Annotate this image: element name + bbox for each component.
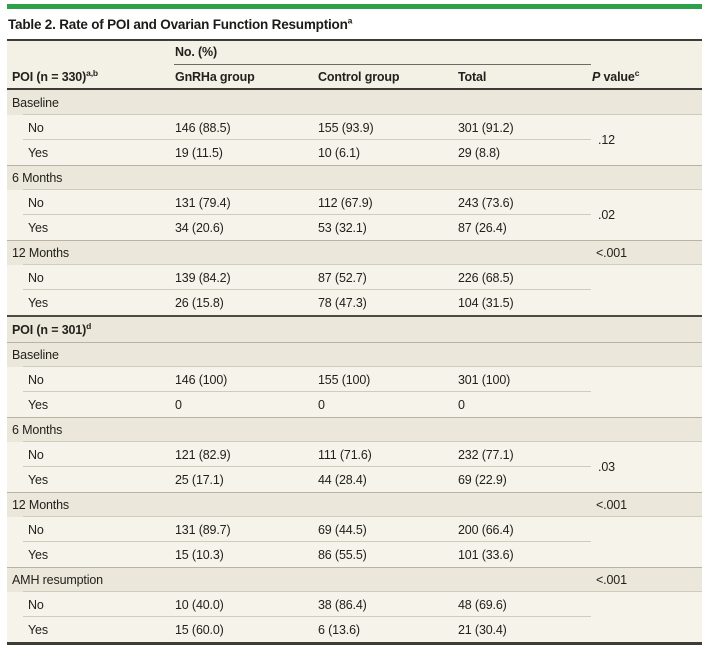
row-pair: No 131 (79.4) 112 (67.9) 243 (73.6) Yes … [7, 190, 702, 240]
pvalue-cell: <.001 [596, 246, 627, 260]
journal-table: Table 2. Rate of POI and Ovarian Functio… [7, 4, 702, 645]
pvalue-spanning-cell: .12 [598, 133, 615, 147]
table-row: Yes 34 (20.6) 53 (32.1) 87 (26.4) [28, 220, 507, 235]
stub-footnote-mark: a,b [86, 67, 98, 78]
section-header-row: 12 Months <.001 [7, 240, 702, 265]
table-row: Yes 25 (17.1) 44 (28.4) 69 (22.9) [28, 472, 507, 487]
column-header-pvalue: P valuec [592, 67, 640, 84]
table-title: Table 2. Rate of POI and Ovarian Functio… [7, 9, 702, 39]
section-12months-301: 12 Months <.001 No 131 (89.7) 69 (44.5) … [7, 492, 702, 567]
column-header-row: POI (n = 330)a,b GnRHa group Control gro… [7, 65, 702, 88]
table-title-footnote-mark: a [347, 15, 353, 26]
column-header-control: Control group [318, 69, 400, 84]
table-row: No 131 (89.7) 69 (44.5) 200 (66.4) [7, 517, 702, 542]
pvalue-spanning-cell: .03 [598, 460, 615, 474]
row-pair: No 131 (89.7) 69 (44.5) 200 (66.4) Yes 1… [7, 517, 702, 567]
section-header-row: AMH resumption <.001 [7, 567, 702, 592]
table-row: Yes 0 0 0 [28, 397, 465, 412]
table-row: Yes 15 (60.0) 6 (13.6) 21 (30.4) [28, 622, 507, 637]
section-header-row: 12 Months <.001 [7, 492, 702, 517]
column-header-gnrha: GnRHa group [175, 69, 255, 84]
pvalue-spanning-cell [592, 592, 702, 642]
table-row: No 146 (88.5) 155 (93.9) 301 (91.2) [7, 115, 702, 140]
pvalue-spanning-cell [592, 367, 702, 417]
section-amh-resumption: AMH resumption <.001 No 10 (40.0) 38 (86… [7, 567, 702, 642]
header-bottom-rule [7, 88, 702, 90]
pvalue-cell: <.001 [596, 498, 627, 512]
table-row: No 131 (79.4) 112 (67.9) 243 (73.6) [7, 190, 702, 215]
pvalue-footnote-mark: c [634, 67, 640, 78]
stub-header: POI (n = 330)a,b [12, 67, 98, 84]
section-6months-330: 6 Months No 131 (79.4) 112 (67.9) 243 (7… [7, 165, 702, 240]
section-6months-301: 6 Months No 121 (82.9) 111 (71.6) 232 (7… [7, 417, 702, 492]
section-header-row: 6 Months [7, 165, 702, 190]
table-row: No 146 (100) 155 (100) 301 (100) [7, 367, 702, 392]
spanner-row: No. (%) [7, 41, 702, 65]
spanner-underline [174, 64, 591, 65]
pvalue-spanning-cell [592, 265, 702, 315]
section-header-row: POI (n = 301)d [7, 315, 702, 342]
table-title-text: Table 2. Rate of POI and Ovarian Functio… [8, 17, 348, 32]
section-footnote-mark: d [86, 320, 92, 331]
section-baseline-330: Baseline No 146 (88.5) 155 (93.9) 301 (9… [7, 90, 702, 165]
row-pair: No 10 (40.0) 38 (86.4) 48 (69.6) Yes 15 … [7, 592, 702, 642]
column-header-total: Total [458, 69, 487, 84]
pvalue-spanning-cell: .02 [598, 208, 615, 222]
table-row: Yes 26 (15.8) 78 (47.3) 104 (31.5) [28, 295, 514, 310]
table-header: No. (%) POI (n = 330)a,b GnRHa group Con… [7, 41, 702, 88]
row-pair: No 146 (100) 155 (100) 301 (100) Yes 0 0… [7, 367, 702, 417]
row-pair: No 121 (82.9) 111 (71.6) 232 (77.1) Yes … [7, 442, 702, 492]
table-row: No 121 (82.9) 111 (71.6) 232 (77.1) [7, 442, 702, 467]
spanner-label: No. (%) [175, 45, 217, 59]
pvalue-spanning-cell [592, 517, 702, 567]
section-12months-330: 12 Months <.001 No 139 (84.2) 87 (52.7) … [7, 240, 702, 315]
table-accent-bar [7, 4, 702, 9]
table-row: No 10 (40.0) 38 (86.4) 48 (69.6) [7, 592, 702, 617]
pvalue-cell: <.001 [596, 573, 627, 587]
table-row: No 139 (84.2) 87 (52.7) 226 (68.5) [7, 265, 702, 290]
section-header-row: Baseline [7, 342, 702, 367]
row-pair: No 146 (88.5) 155 (93.9) 301 (91.2) Yes … [7, 115, 702, 165]
table-bottom-rule [7, 642, 702, 645]
section-header-row: 6 Months [7, 417, 702, 442]
section-poi-301-divider: POI (n = 301)d [7, 315, 702, 342]
table-body: Baseline No 146 (88.5) 155 (93.9) 301 (9… [7, 90, 702, 642]
table-row: Yes 15 (10.3) 86 (55.5) 101 (33.6) [28, 547, 514, 562]
table-row: Yes 19 (11.5) 10 (6.1) 29 (8.8) [28, 145, 500, 160]
section-header-row: Baseline [7, 90, 702, 115]
header-top-rule [7, 39, 702, 41]
row-pair: No 139 (84.2) 87 (52.7) 226 (68.5) Yes 2… [7, 265, 702, 315]
section-baseline-301: Baseline No 146 (100) 155 (100) 301 (100… [7, 342, 702, 417]
